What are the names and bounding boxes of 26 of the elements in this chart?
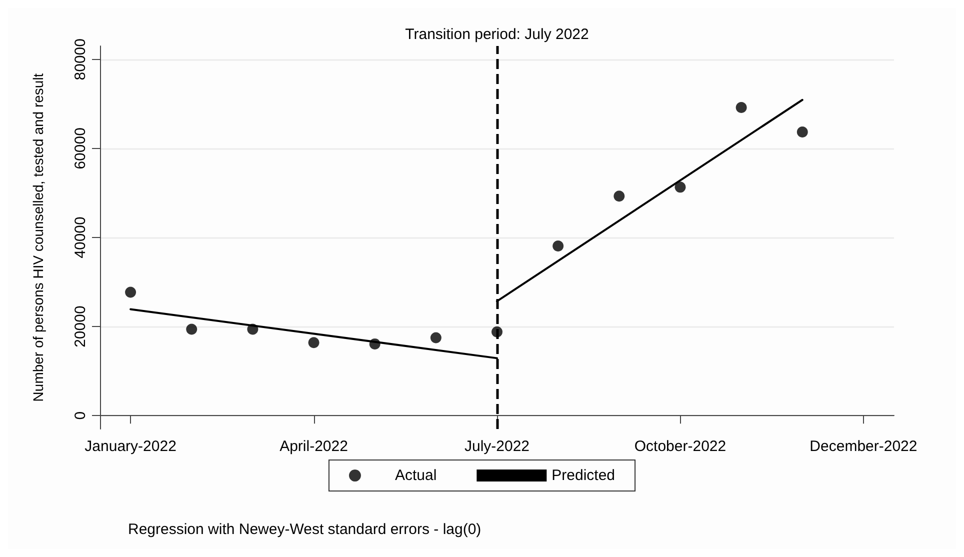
x-tick-label: April-2022 xyxy=(280,438,348,455)
y-tick-label: 80000 xyxy=(72,38,89,80)
x-tick-label: December-2022 xyxy=(810,438,918,455)
point xyxy=(430,332,442,344)
y-axis-title: Number of persons HIV counselled, tested and result xyxy=(30,73,46,402)
y-tick-label: 60000 xyxy=(72,128,89,170)
point xyxy=(614,190,625,202)
legend-label: Actual xyxy=(394,467,437,484)
point xyxy=(369,338,380,350)
x-tick-label: January-2022 xyxy=(84,438,176,455)
point xyxy=(736,102,747,113)
point xyxy=(247,324,258,335)
point xyxy=(308,337,320,348)
y-tick-label: 40000 xyxy=(72,216,89,258)
legend-label: Predicted xyxy=(552,467,616,484)
point xyxy=(552,240,564,252)
y-tick-label: 0 xyxy=(72,411,89,420)
x-tick-label: July-2022 xyxy=(464,438,530,455)
x-tick-label: October-2022 xyxy=(634,438,726,455)
point xyxy=(125,286,136,298)
point xyxy=(674,182,686,193)
ref-line-label: Transition period: July 2022 xyxy=(405,26,589,43)
point xyxy=(186,324,198,335)
point xyxy=(796,126,808,138)
text: Regression with Newey-West standard errors - lag(0) xyxy=(128,521,482,538)
y-tick-label: 20000 xyxy=(72,306,89,348)
